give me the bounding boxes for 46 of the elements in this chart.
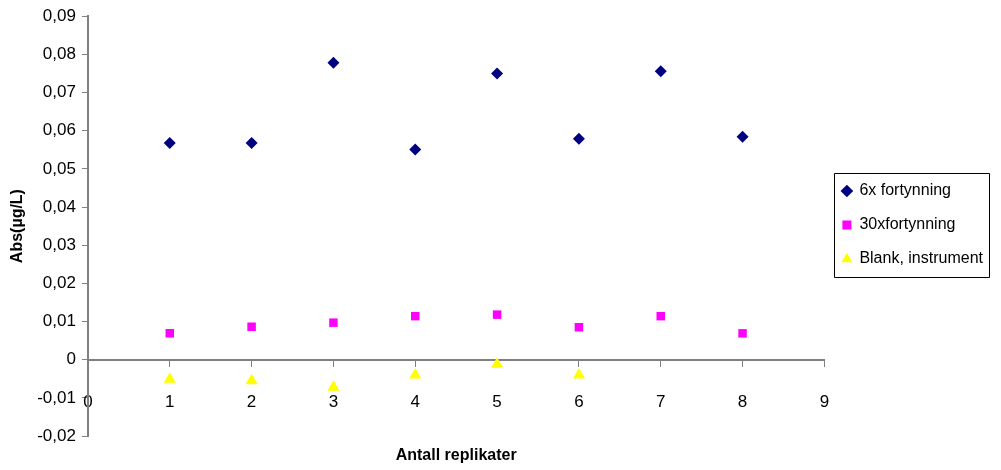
legend-label: 6x fortynning <box>859 181 951 199</box>
y-tick-label: 0,02 <box>42 273 76 293</box>
x-tick-label: 3 <box>328 391 339 411</box>
point <box>492 310 502 319</box>
legend-label: Blank, instrument <box>859 249 984 267</box>
y-tick-label: -0,01 <box>37 387 76 407</box>
point <box>409 367 422 379</box>
point <box>491 67 504 80</box>
x-tick-label: 6 <box>574 391 584 411</box>
x-tick-label: 2 <box>246 391 257 411</box>
point <box>245 373 258 385</box>
point <box>738 329 747 338</box>
y-tick-label: 0,03 <box>42 234 76 254</box>
x-tick-label: 8 <box>737 391 748 411</box>
point <box>329 318 338 327</box>
point <box>163 136 176 149</box>
x-axis-title: Antall replikater <box>395 446 517 464</box>
y-tick-label: 0,05 <box>42 158 76 178</box>
x-tick-label: 1 <box>165 391 175 411</box>
y-axis-title: Abs(µg/L) <box>8 189 26 264</box>
point <box>491 357 504 368</box>
point <box>327 56 340 69</box>
point <box>409 143 422 156</box>
y-tick-label: 0 <box>66 349 76 369</box>
y-tick-label: 0,09 <box>42 5 76 25</box>
point <box>327 380 340 391</box>
x-tick-label: 9 <box>819 391 830 411</box>
y-tick-label: 0,01 <box>42 311 76 331</box>
y-tick-label: 0,07 <box>42 82 76 102</box>
y-tick-label: -0,02 <box>37 425 76 445</box>
legend-label: 30xfortynning <box>859 215 956 233</box>
x-tick-label: 7 <box>656 391 666 411</box>
point <box>656 311 665 321</box>
point <box>165 329 175 338</box>
point <box>572 132 585 145</box>
y-tick-label: 0,04 <box>42 196 76 216</box>
point <box>736 130 749 143</box>
point <box>245 136 258 149</box>
point <box>247 322 256 332</box>
y-tick-label: 0,08 <box>42 44 76 64</box>
point <box>163 372 176 383</box>
y-tick-label: 0,06 <box>42 120 76 140</box>
point <box>654 65 667 78</box>
point <box>572 367 585 379</box>
x-tick-label: 5 <box>492 391 502 411</box>
x-tick-label: 4 <box>410 391 420 411</box>
